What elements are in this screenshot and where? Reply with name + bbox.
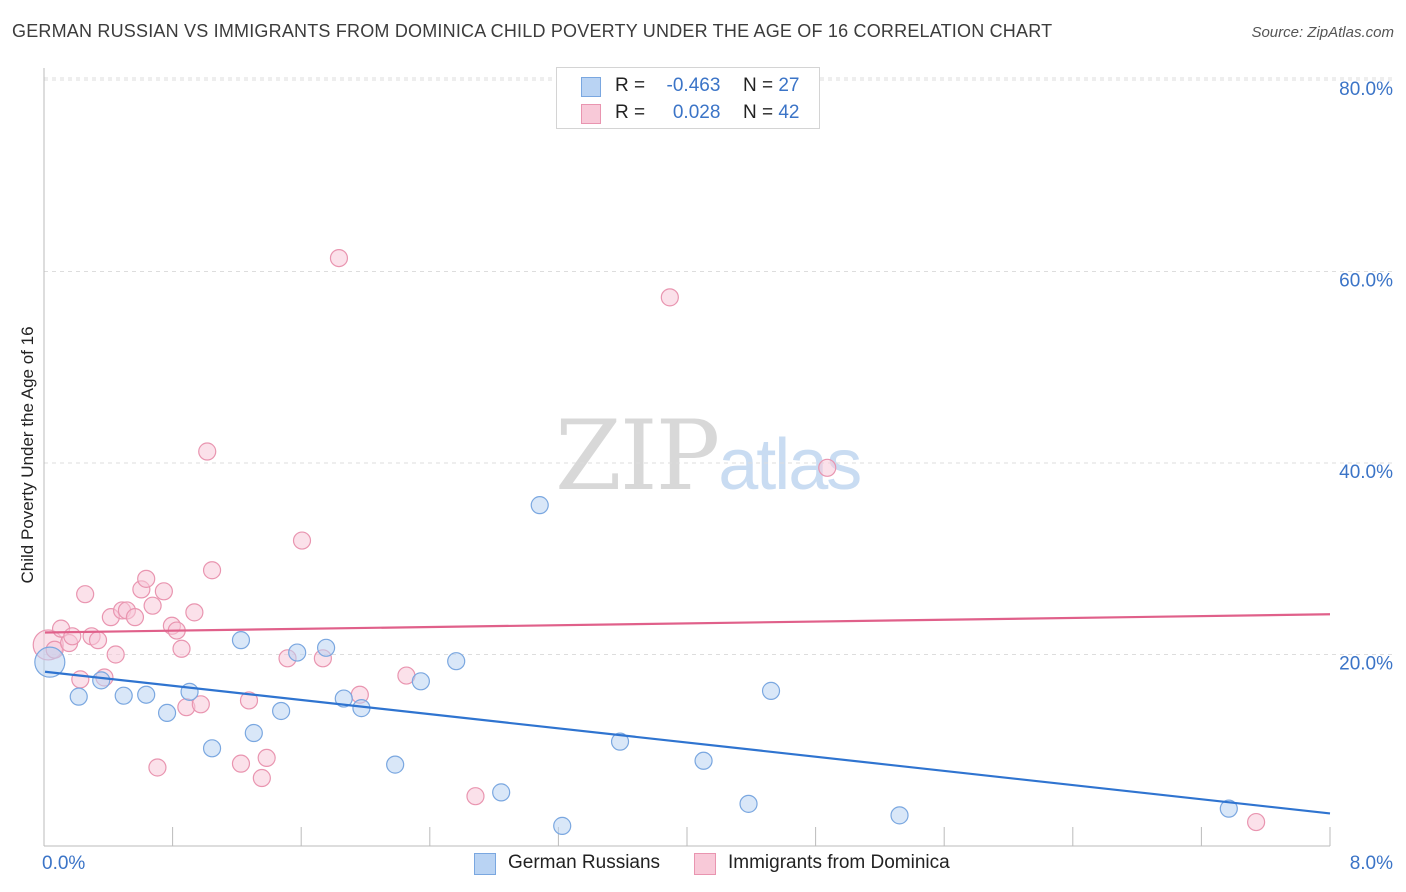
data-point-dominica [191,695,210,714]
legend-stats: R = 0.028 N = 42 [615,102,799,124]
data-point-dominica [76,585,95,604]
legend-swatch-blue [581,77,601,97]
data-point-dominica [71,670,90,689]
data-point-german-russian [694,751,713,770]
legend-swatch-pink [581,104,601,124]
data-point-dominica [148,758,167,777]
data-point-german-russian [447,652,466,671]
data-point-dominica [154,582,173,601]
data-point-german-russian [411,672,430,691]
data-point-dominica [231,754,251,773]
data-point-german-russian [890,806,909,825]
data-point-german-russian [530,496,549,515]
data-point-german-russian [610,732,630,751]
data-point-dominica [239,691,259,710]
data-point-german-russian [114,686,133,705]
watermark-atlas: atlas [718,425,862,505]
data-point-german-russian [334,689,353,708]
data-point-dominica [106,645,125,664]
data-point-dominica [143,596,162,615]
data-point-dominica [88,631,108,650]
data-point-dominica [1247,812,1266,832]
data-point-dominica [292,531,312,550]
trend-line-german-russian [44,670,1331,815]
data-point-dominica [660,288,679,307]
data-point-german-russian [739,794,758,813]
r-value: 0.028 [672,102,721,123]
y-tick-label: 20.0% [1339,654,1393,675]
data-point-dominica [202,561,222,580]
correlation-legend: R = -0.463 N = 27 R = 0.028 N = 42 [556,67,820,129]
n-label: N = [742,102,774,123]
chart-title: GERMAN RUSSIAN VS IMMIGRANTS FROM DOMINI… [12,21,1053,41]
source-credit: Source: ZipAtlas.com [1251,24,1394,41]
data-point-dominica [63,627,82,646]
data-point-dominica [137,569,156,588]
data-point-german-russian [92,671,111,690]
legend-swatch-pink [694,853,716,875]
data-point-dominica [818,458,837,477]
data-point-german-russian [69,687,88,706]
legend-stats: R = -0.463 N = 27 [615,75,799,97]
n-value: 42 [778,102,800,123]
data-point-german-russian [34,646,66,678]
r-label: R = [615,75,646,96]
watermark-zip: ZIP [555,400,720,512]
legend-label: German Russians [508,852,661,873]
trend-line-dominica [44,613,1331,634]
data-point-dominica [257,748,276,768]
data-point-german-russian [316,638,336,657]
data-point-german-russian [386,755,405,774]
data-point-german-russian [1219,799,1238,818]
data-point-german-russian [553,816,572,835]
data-point-german-russian [288,643,307,662]
data-point-german-russian [761,681,781,700]
y-tick-label: 40.0% [1339,462,1393,483]
legend-swatch-blue [474,853,496,875]
legend-label: Immigrants from Dominica [728,852,950,873]
x-tick-label: 8.0% [1350,853,1393,874]
n-value: 27 [778,75,800,96]
data-point-dominica [125,608,145,627]
data-point-german-russian [272,701,291,721]
data-point-dominica [329,248,349,268]
data-point-german-russian [231,631,251,650]
n-label: N = [742,75,774,96]
data-point-german-russian [202,739,222,758]
data-point-german-russian [157,703,177,723]
data-point-dominica [252,768,271,788]
data-point-german-russian [492,783,511,802]
r-label: R = [615,102,646,123]
watermark: ZIPatlas [555,400,862,512]
data-point-german-russian [137,685,156,704]
x-tick-label: 0.0% [42,853,85,874]
data-point-german-russian [180,682,199,701]
y-tick-label: 80.0% [1339,79,1393,100]
data-point-german-russian [244,723,263,743]
y-tick-label: 60.0% [1339,271,1393,292]
data-point-dominica [198,442,217,461]
data-point-dominica [172,639,191,658]
data-point-dominica [185,603,204,622]
data-point-dominica [466,787,485,806]
y-axis-label: Child Poverty Under the Age of 16 [18,326,37,584]
r-value: -0.463 [666,75,721,96]
